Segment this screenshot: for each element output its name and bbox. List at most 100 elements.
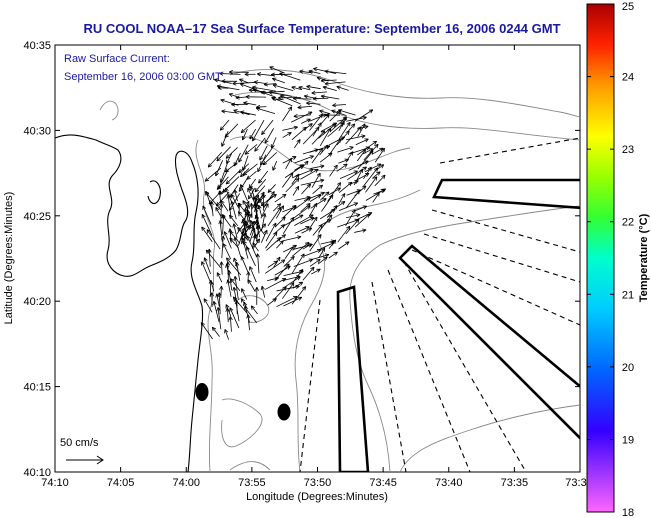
dashed-line-1: [299, 299, 321, 472]
y-tick-label: 40:30: [23, 125, 51, 137]
current-vector: [328, 251, 338, 259]
current-vector: [308, 69, 321, 74]
current-vector: [365, 176, 378, 193]
current-vector: [326, 205, 338, 218]
current-vector: [329, 164, 338, 177]
current-vector: [301, 118, 311, 124]
current-vector: [243, 306, 258, 324]
bathymetry-contour-sw-a: [221, 398, 263, 448]
current-vector: [220, 200, 229, 212]
current-vector: [301, 183, 312, 195]
current-vector: [215, 207, 222, 218]
current-vector: [282, 282, 295, 299]
current-vector: [318, 214, 333, 233]
current-vector: [332, 103, 347, 108]
current-vector: [260, 285, 266, 298]
current-vector: [265, 259, 286, 274]
current-vector: [355, 205, 367, 212]
current-vector: [232, 81, 257, 86]
colorbar-tick-label: 24: [622, 72, 634, 84]
shipping-lane-east: [432, 178, 580, 210]
current-vector: [230, 278, 241, 292]
current-vector: [292, 205, 311, 220]
current-vector: [318, 247, 326, 259]
current-vector: [240, 110, 257, 116]
current-vector: [212, 301, 220, 322]
current-vector: [303, 249, 322, 257]
current-vector: [347, 166, 367, 181]
bathymetry-contour-north-b: [234, 91, 580, 141]
marker-dot-2: [277, 403, 291, 421]
current-vector: [285, 157, 292, 170]
current-vector: [357, 123, 366, 137]
current-vector: [268, 90, 292, 97]
current-vector: [291, 168, 314, 179]
current-vector: [252, 119, 265, 142]
current-vector: [354, 213, 371, 228]
current-vector: [309, 258, 321, 267]
dashed-line-6: [423, 233, 580, 283]
current-vector: [239, 78, 249, 84]
current-vector: [274, 216, 286, 228]
current-vector: [312, 253, 330, 260]
current-vector: [216, 84, 240, 91]
current-vector: [223, 231, 232, 249]
current-vector: [219, 203, 224, 228]
current-vector: [228, 93, 241, 99]
x-tick-label: 73:3: [565, 477, 586, 489]
current-vector: [245, 224, 252, 233]
current-vector: [346, 134, 366, 141]
current-vector: [309, 113, 323, 131]
current-vector: [233, 275, 239, 300]
current-vector: [226, 194, 232, 219]
current-vector: [319, 191, 330, 201]
current-vector: [284, 246, 294, 259]
current-vector: [245, 94, 267, 99]
x-tick-label: 74:05: [107, 477, 135, 489]
current-vector: [235, 95, 248, 100]
current-vector: [291, 253, 305, 274]
current-vector: [345, 126, 362, 145]
current-vector: [260, 229, 268, 243]
current-vector: [209, 292, 214, 307]
current-vector: [248, 187, 256, 200]
current-vector: [249, 128, 257, 140]
x-tick-label: 73:45: [369, 477, 397, 489]
current-vector: [329, 116, 348, 132]
current-vector: [254, 286, 259, 305]
current-vector: [283, 244, 297, 253]
current-vector: [244, 200, 250, 210]
current-vector: [312, 96, 329, 101]
current-vector: [300, 217, 315, 225]
current-vector: [363, 167, 379, 187]
current-vector: [346, 115, 367, 122]
coastline-inlet: [147, 180, 161, 205]
surface-current-vectors: [200, 66, 387, 340]
current-vector: [271, 96, 293, 107]
shipping-lane-southeast: [398, 244, 580, 440]
current-vector: [262, 152, 278, 166]
current-vector: [229, 69, 249, 75]
current-vector: [226, 279, 232, 297]
current-vector: [267, 298, 277, 306]
current-vector: [292, 241, 310, 257]
current-vector: [240, 119, 256, 134]
x-tick-label: 74:10: [41, 477, 69, 489]
current-vector: [372, 192, 380, 203]
current-vector: [292, 185, 300, 196]
current-vector: [312, 184, 323, 194]
current-vector: [309, 234, 322, 252]
current-vector: [264, 128, 274, 144]
current-vector: [336, 85, 349, 91]
current-vector: [255, 253, 260, 274]
current-vector: [255, 107, 276, 115]
current-vector: [320, 94, 340, 100]
current-vector: [284, 164, 305, 178]
current-vector: [233, 297, 240, 322]
current-vector: [211, 326, 220, 337]
current-vector: [283, 296, 303, 307]
current-vector: [241, 288, 248, 300]
current-vector: [233, 189, 238, 202]
current-vector: [364, 163, 382, 173]
